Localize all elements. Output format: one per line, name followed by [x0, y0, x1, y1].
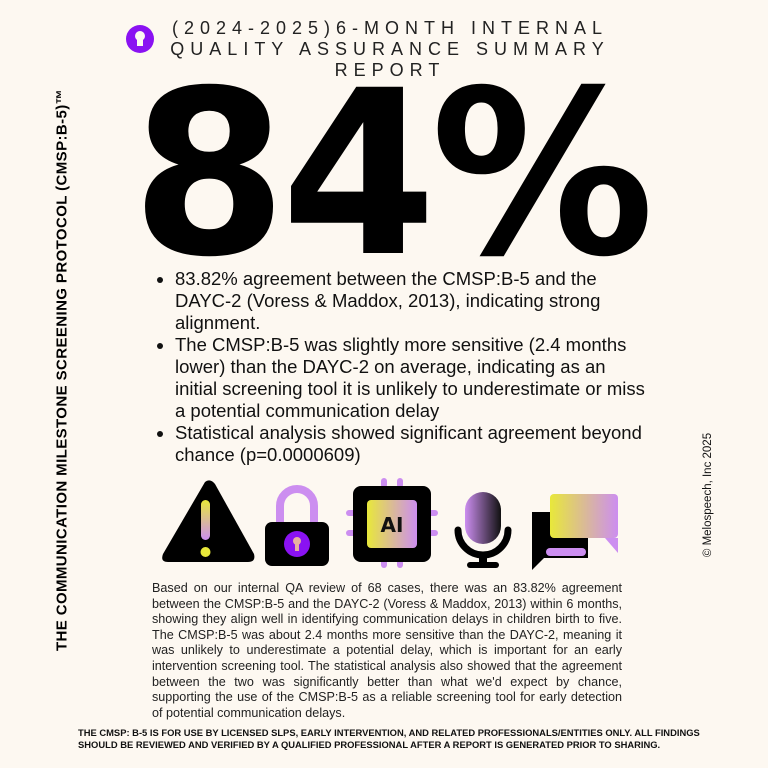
chat-bubbles-icon: [532, 494, 618, 570]
lock-icon: [265, 485, 329, 566]
findings-list: 83.82% agreement between the CMSP:B-5 an…: [155, 268, 645, 466]
ai-chip-icon: AI: [346, 478, 438, 568]
finding-item: 83.82% agreement between the CMSP:B-5 an…: [175, 268, 645, 334]
copyright: © Melospeech, Inc 2025: [702, 432, 714, 558]
report-title: (2024-2025)6-MONTH INTERNAL QUALITY ASSU…: [170, 18, 610, 80]
ai-chip-label: AI: [381, 513, 404, 537]
finding-item: The CMSP:B-5 was slightly more sensitive…: [175, 334, 645, 422]
icon-row: AI: [162, 478, 618, 570]
warning-icon: [162, 480, 255, 562]
headline-percentage: 84%: [131, 41, 654, 307]
microphone-icon: [454, 492, 512, 568]
side-title: THE COMMUNICATION MILESTONE SCREENING PR…: [53, 88, 71, 652]
keyhole-icon: [126, 25, 154, 53]
disclaimer: THE CMSP: B-5 IS FOR USE BY LICENSED SLP…: [78, 727, 700, 750]
finding-item: Statistical analysis showed significant …: [175, 422, 645, 466]
summary-paragraph: Based on our internal QA review of 68 ca…: [152, 581, 622, 720]
